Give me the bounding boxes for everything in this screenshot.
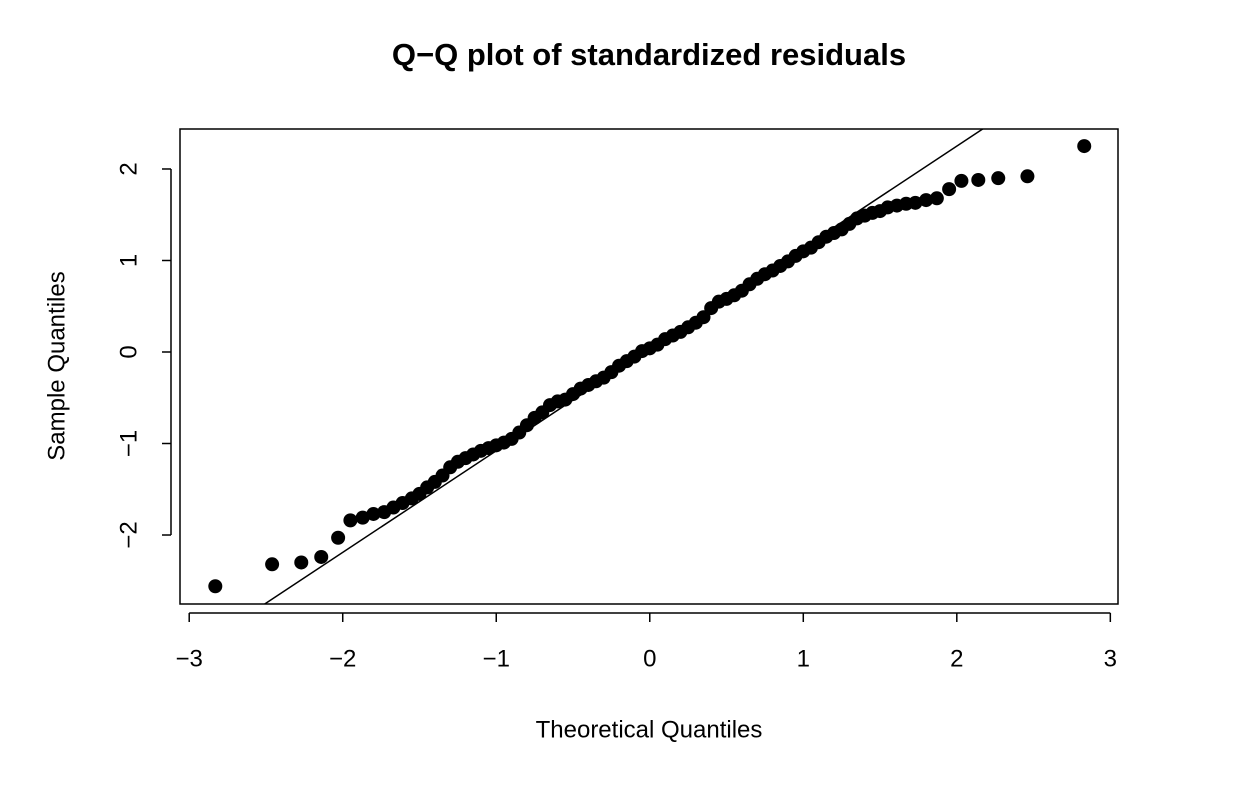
x-tick-label: 0 xyxy=(643,645,656,672)
y-tick-label: −2 xyxy=(115,521,142,548)
plot-frame xyxy=(179,128,1119,605)
x-tick-label: −2 xyxy=(329,645,356,672)
point xyxy=(331,530,346,545)
point xyxy=(991,171,1006,186)
x-tick-label: 1 xyxy=(797,645,810,672)
point xyxy=(919,193,934,208)
point xyxy=(265,557,280,572)
y-tick-label: 2 xyxy=(115,162,142,175)
x-tick-label: 3 xyxy=(1104,645,1117,672)
point xyxy=(929,191,944,206)
point xyxy=(908,195,923,210)
point xyxy=(1020,169,1035,184)
point xyxy=(314,549,329,564)
point xyxy=(294,555,309,570)
point xyxy=(355,510,370,525)
y-axis-label: Sample Quantiles xyxy=(43,271,70,460)
y-tick-label: −1 xyxy=(115,430,142,457)
x-tick-label: 2 xyxy=(950,645,963,672)
chart-title: Q−Q plot of standardized residuals xyxy=(392,37,906,72)
point xyxy=(971,172,986,187)
point xyxy=(208,579,223,594)
point xyxy=(954,173,969,188)
point xyxy=(696,310,711,325)
y-tick-label: 0 xyxy=(115,345,142,358)
point xyxy=(366,506,381,521)
x-tick-label: −3 xyxy=(176,645,203,672)
point xyxy=(1077,139,1092,154)
x-axis-label: Theoretical Quantiles xyxy=(536,716,763,743)
y-tick-label: 1 xyxy=(115,254,142,267)
point xyxy=(343,513,358,528)
x-tick-label: −1 xyxy=(483,645,510,672)
point xyxy=(942,182,957,197)
